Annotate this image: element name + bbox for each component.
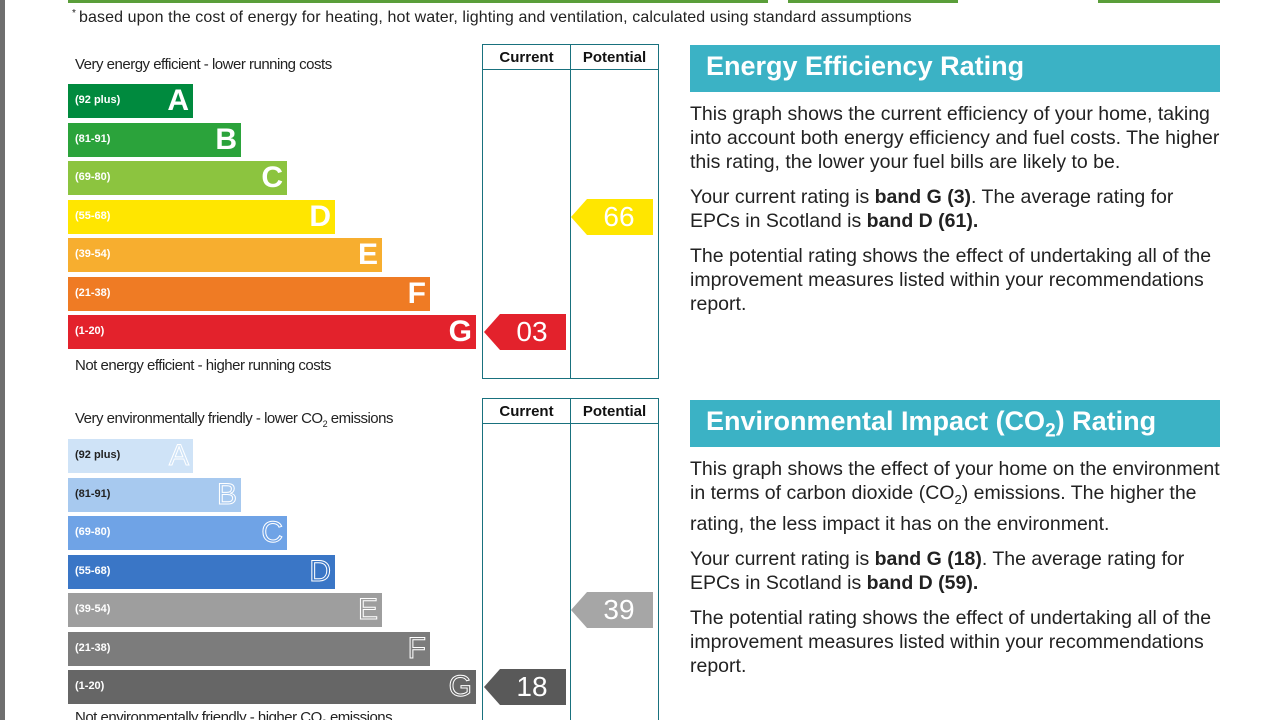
- energy-efficiency-panel: Energy Efficiency Rating This graph show…: [690, 45, 1220, 316]
- rating-columns: Current Potential: [482, 398, 659, 720]
- footnote-marker: *: [72, 8, 76, 19]
- chart-top-label: Very environmentally friendly - lower CO…: [75, 410, 393, 429]
- band-range-label: (21-38): [75, 287, 111, 299]
- band-letter: B: [216, 478, 237, 512]
- potential-column-header: Potential: [582, 403, 647, 420]
- current-column-header: Current: [499, 49, 554, 66]
- environmental-impact-chart: Very environmentally friendly - lower CO…: [68, 398, 660, 720]
- band-d: (55-68) D: [68, 555, 335, 589]
- chart-bottom-label: Not environmentally friendly - higher CO…: [75, 709, 393, 720]
- band-letter: F: [407, 632, 426, 666]
- panel-potential-note: The potential rating shows the effect of…: [690, 606, 1212, 677]
- band-range-label: (1-20): [75, 680, 105, 692]
- current-rating-arrow: 18: [484, 669, 566, 705]
- band-range-label: (21-38): [75, 642, 111, 654]
- band-letter: E: [357, 238, 378, 271]
- band-range-label: (1-20): [75, 325, 105, 337]
- band-g: (1-20) G: [68, 670, 476, 704]
- band-d: (55-68) D: [68, 200, 335, 234]
- band-letter: F: [407, 277, 426, 310]
- potential-rating-arrow: 39: [571, 592, 653, 628]
- window-edge: [0, 0, 5, 720]
- band-range-label: (81-91): [75, 488, 111, 500]
- band-letter: C: [261, 516, 284, 550]
- band-letter: B: [215, 123, 237, 156]
- panel-current-rating: Your current rating is band G (3). The a…: [690, 186, 1174, 232]
- panel-current-rating: Your current rating is band G (18). The …: [690, 547, 1185, 594]
- footnote: * based upon the cost of energy for heati…: [72, 8, 912, 27]
- band-range-label: (92 plus): [75, 449, 121, 461]
- band-letter: A: [167, 84, 189, 117]
- band-e: (39-54) E: [68, 238, 382, 272]
- band-letter: D: [309, 555, 332, 589]
- band-letter: D: [309, 200, 331, 233]
- panel-description: This graph shows the current efficiency …: [690, 103, 1220, 173]
- panel-heading: Environmental Impact (CO2) Rating: [690, 400, 1220, 447]
- top-color-strip: [68, 0, 1220, 3]
- band-a: (92 plus) A: [68, 439, 193, 473]
- band-letter: C: [261, 161, 283, 194]
- band-e: (39-54) E: [68, 593, 382, 627]
- rating-columns: Current Potential: [482, 44, 659, 379]
- potential-rating-arrow: 66: [571, 199, 653, 235]
- energy-efficiency-chart: Very energy efficient - lower running co…: [68, 44, 660, 379]
- band-c: (69-80) C: [68, 161, 287, 195]
- potential-rating-value: 39: [603, 594, 635, 625]
- chart-bottom-label: Not energy efficient - higher running co…: [75, 357, 331, 374]
- band-a: (92 plus) A: [68, 84, 193, 118]
- panel-heading: Energy Efficiency Rating: [690, 45, 1220, 92]
- band-letter: A: [168, 439, 189, 473]
- potential-column-header: Potential: [582, 49, 647, 66]
- environmental-impact-panel: Environmental Impact (CO2) Rating This g…: [690, 400, 1220, 678]
- band-c: (69-80) C: [68, 516, 287, 550]
- current-rating-arrow: 03: [484, 314, 566, 350]
- band-range-label: (55-68): [75, 565, 111, 577]
- band-g: (1-20) G: [68, 315, 476, 349]
- band-b: (81-91) B: [68, 478, 241, 512]
- panel-description: This graph shows the effect of your home…: [690, 458, 1220, 535]
- current-rating-value: 18: [516, 671, 548, 702]
- band-range-label: (69-80): [75, 171, 111, 183]
- band-b: (81-91) B: [68, 123, 241, 157]
- chart-top-label: Very energy efficient - lower running co…: [75, 56, 332, 73]
- band-letter: E: [357, 593, 378, 627]
- potential-rating-value: 66: [603, 201, 635, 232]
- band-letter: G: [448, 670, 472, 704]
- band-range-label: (39-54): [75, 248, 111, 260]
- footnote-text: based upon the cost of energy for heatin…: [79, 9, 912, 26]
- current-rating-value: 03: [516, 316, 548, 347]
- band-range-label: (81-91): [75, 133, 111, 145]
- band-f: (21-38) F: [68, 277, 430, 311]
- band-range-label: (69-80): [75, 526, 111, 538]
- band-letter: G: [448, 315, 472, 348]
- panel-potential-note: The potential rating shows the effect of…: [690, 245, 1212, 315]
- band-f: (21-38) F: [68, 632, 430, 666]
- current-column-header: Current: [499, 403, 554, 420]
- band-range-label: (55-68): [75, 210, 111, 222]
- band-range-label: (39-54): [75, 603, 111, 615]
- band-range-label: (92 plus): [75, 94, 121, 106]
